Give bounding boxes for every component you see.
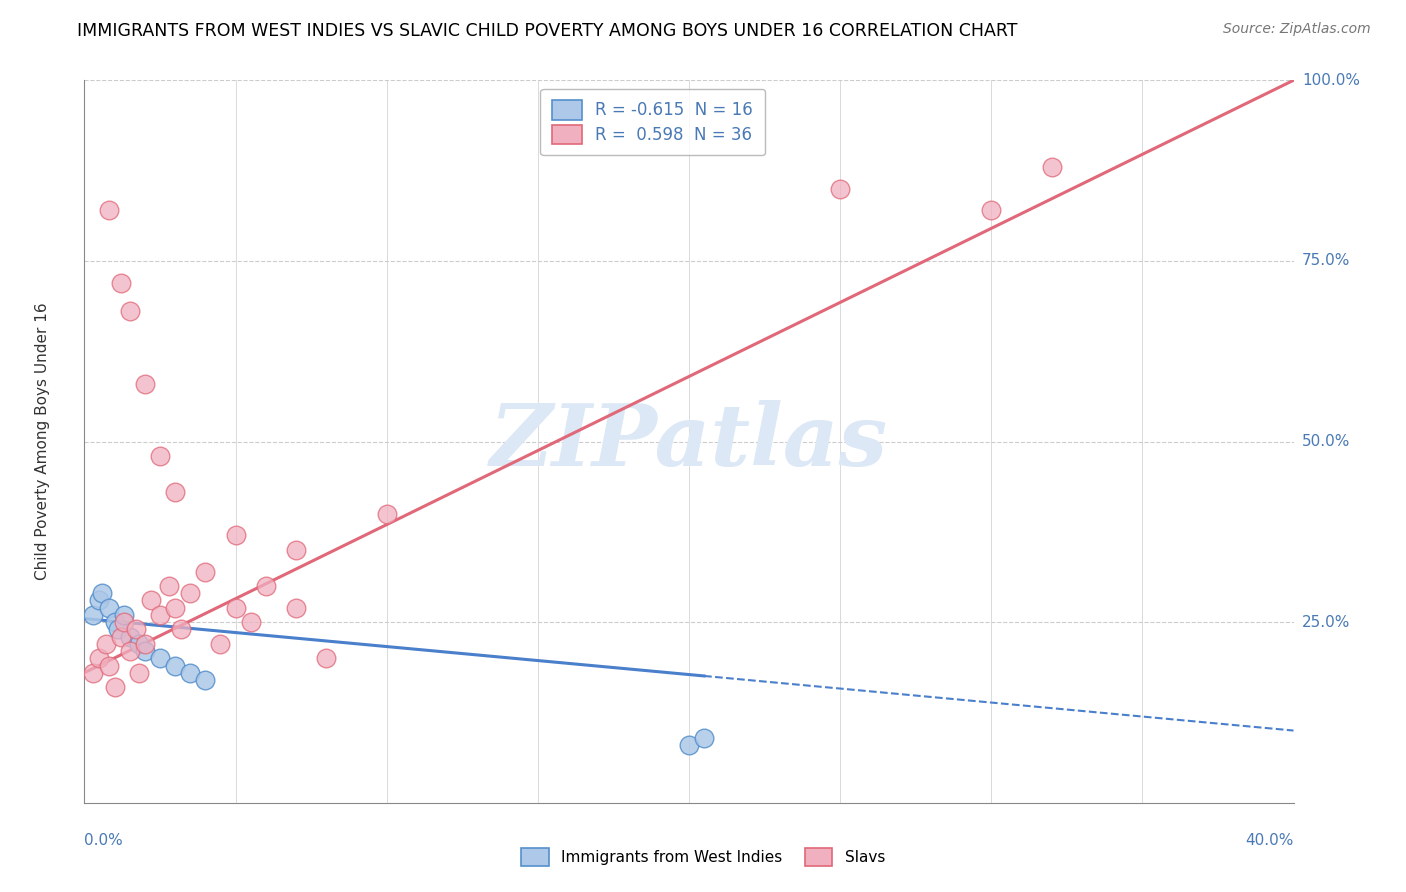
Point (225, 528, 247, 542)
Point (149, 449, 172, 463)
Point (980, 203, 1002, 218)
Legend: R = -0.615  N = 16, R =  0.598  N = 36: R = -0.615 N = 16, R = 0.598 N = 36 (540, 88, 765, 155)
Point (97, 600, 120, 615)
Point (112, 607, 135, 622)
Point (118, 630, 141, 644)
Point (165, 600, 187, 615)
Point (97, 203, 120, 218)
Point (179, 586, 201, 600)
Text: 0.0%: 0.0% (84, 833, 124, 848)
Text: 75.0%: 75.0% (1302, 253, 1350, 268)
Point (104, 615, 127, 630)
Point (170, 623, 193, 637)
Point (134, 376, 156, 391)
Point (104, 680, 127, 694)
Text: 25.0%: 25.0% (1302, 615, 1350, 630)
Text: 50.0%: 50.0% (1302, 434, 1350, 449)
Point (110, 276, 132, 290)
Point (149, 607, 172, 622)
Point (125, 623, 148, 637)
Text: 100.0%: 100.0% (1302, 73, 1360, 87)
Text: Source: ZipAtlas.com: Source: ZipAtlas.com (1223, 22, 1371, 37)
Point (97, 658, 120, 673)
Point (179, 665, 201, 680)
Point (157, 579, 180, 593)
Point (82, 665, 104, 680)
Text: 40.0%: 40.0% (1246, 833, 1294, 848)
Point (225, 600, 247, 615)
Point (315, 651, 337, 665)
Point (194, 565, 217, 579)
Point (91, 586, 114, 600)
Point (94, 637, 117, 651)
Point (112, 615, 135, 630)
Point (134, 637, 156, 651)
Text: ZIPatlas: ZIPatlas (489, 400, 889, 483)
Point (678, 738, 700, 752)
Point (118, 304, 141, 318)
Point (1040, 160, 1063, 174)
Point (209, 637, 232, 651)
Point (134, 644, 156, 658)
Point (139, 593, 162, 607)
Point (82, 607, 104, 622)
Point (693, 731, 716, 745)
Point (107, 623, 129, 637)
Legend: Immigrants from West Indies, Slavs: Immigrants from West Indies, Slavs (513, 841, 893, 873)
Point (165, 485, 187, 500)
Point (375, 507, 398, 521)
Point (118, 644, 141, 658)
Point (194, 673, 217, 687)
Point (285, 600, 308, 615)
Point (254, 579, 277, 593)
Point (149, 651, 172, 665)
Point (830, 182, 852, 196)
Point (128, 665, 150, 680)
Point (89, 593, 111, 607)
Text: IMMIGRANTS FROM WEST INDIES VS SLAVIC CHILD POVERTY AMONG BOYS UNDER 16 CORRELAT: IMMIGRANTS FROM WEST INDIES VS SLAVIC CH… (77, 22, 1018, 40)
Text: Child Poverty Among Boys Under 16: Child Poverty Among Boys Under 16 (35, 302, 49, 581)
Point (239, 615, 262, 630)
Point (285, 542, 308, 557)
Point (165, 658, 187, 673)
Point (110, 630, 132, 644)
Point (89, 651, 111, 665)
Point (128, 637, 150, 651)
